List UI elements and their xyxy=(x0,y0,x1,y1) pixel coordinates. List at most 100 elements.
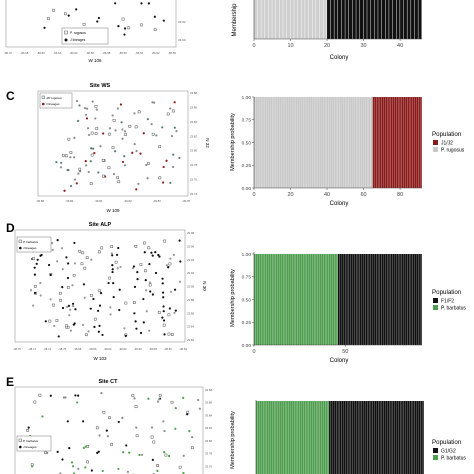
legend-swatch xyxy=(433,140,438,145)
membership-bar xyxy=(392,0,396,39)
membership-bar xyxy=(354,401,357,474)
colony-point xyxy=(134,405,138,409)
colony-point xyxy=(105,429,108,432)
colony-point xyxy=(61,286,64,289)
colony-point xyxy=(98,434,101,437)
colony-point xyxy=(182,396,185,399)
colony-point xyxy=(74,308,77,311)
colony-point xyxy=(161,277,164,280)
membership-bar xyxy=(420,401,422,474)
membership-bar xyxy=(329,401,331,474)
y-tick-label: 23.90 xyxy=(187,285,194,289)
membership-bar xyxy=(376,97,378,188)
colony-point xyxy=(86,460,89,464)
membership-bar xyxy=(422,401,424,474)
y-tick-label: 23.98 xyxy=(187,231,194,235)
membership-bar xyxy=(383,401,386,474)
colony-point xyxy=(123,155,126,158)
legend-label: J lineages xyxy=(23,246,37,250)
colony-point xyxy=(173,288,177,291)
colony-point xyxy=(162,165,165,169)
colony-point xyxy=(50,242,54,245)
colony-point xyxy=(109,313,112,316)
colony-point xyxy=(32,257,35,260)
colony-point xyxy=(166,112,170,116)
colony-point xyxy=(86,107,89,110)
colony-point xyxy=(111,254,114,257)
legend-box xyxy=(16,236,52,253)
colony-point xyxy=(135,434,139,438)
membership-bar xyxy=(420,97,422,188)
colony-point xyxy=(146,118,149,121)
legend-box xyxy=(61,27,109,45)
colony-point xyxy=(91,147,95,150)
membership-bar xyxy=(390,97,393,188)
membership-bar xyxy=(403,97,406,188)
colony-point xyxy=(83,106,87,110)
membership-bar xyxy=(356,0,360,39)
membership-bar xyxy=(383,97,386,188)
colony-point xyxy=(167,454,171,458)
colony-point xyxy=(94,117,97,120)
membership-bar xyxy=(370,97,373,188)
membership-bar xyxy=(285,401,287,474)
colony-point xyxy=(121,416,124,419)
membership-bar xyxy=(391,401,393,474)
membership-bar xyxy=(378,254,380,345)
membership-bar xyxy=(338,97,340,188)
x-tick-label: -39.84 xyxy=(94,199,102,203)
colony-point xyxy=(112,172,116,176)
membership-bar xyxy=(290,0,294,39)
map-d: Site ALP P. barbatus J lineages 23.9823.… xyxy=(13,222,207,361)
map-legend: P. barbatus J lineages xyxy=(16,236,52,253)
x-tick-label: -86.50 xyxy=(168,51,176,55)
colony-point xyxy=(179,260,182,263)
bar-x-ticks: 0 50 xyxy=(252,345,348,355)
colony-point xyxy=(123,33,126,36)
colony-point xyxy=(161,282,164,285)
colony-point xyxy=(48,319,52,323)
colony-point xyxy=(116,176,119,180)
x-tick-label: -38.70 xyxy=(58,347,66,351)
colony-point xyxy=(123,27,127,30)
membership-bar xyxy=(314,401,317,474)
colony-point xyxy=(123,327,126,330)
colony-point xyxy=(57,335,60,338)
membership-bar xyxy=(312,254,315,345)
membership-bar xyxy=(390,254,393,345)
membership-bar xyxy=(277,254,280,345)
membership-bar xyxy=(281,401,284,474)
colony-point xyxy=(102,174,105,178)
colony-point xyxy=(135,426,138,429)
membership-bar xyxy=(365,401,368,474)
colony-point xyxy=(169,181,172,184)
membership-bar xyxy=(352,0,356,39)
membership-bar xyxy=(405,401,408,474)
membership-bar xyxy=(401,97,404,188)
colony-point xyxy=(71,284,74,287)
membership-bar xyxy=(259,254,262,345)
membership-bar xyxy=(411,401,413,474)
membership-bar xyxy=(418,0,422,39)
membership-bar xyxy=(316,97,318,188)
colony-point xyxy=(136,271,139,274)
colony-point xyxy=(116,107,120,110)
colony-point xyxy=(140,23,143,27)
map-frame xyxy=(14,386,204,474)
membership-bar xyxy=(338,401,340,474)
y-tick-label: 23.94 xyxy=(187,258,194,262)
colony-point xyxy=(133,112,136,115)
membership-bar xyxy=(321,254,324,345)
membership-bar xyxy=(414,0,418,39)
y-tick-label: 33.76 xyxy=(205,464,212,468)
colony-point xyxy=(81,251,85,255)
colony-point xyxy=(83,296,86,299)
colony-point xyxy=(125,444,128,447)
bar-y-axis-label: Membership probability xyxy=(230,411,236,469)
x-tick-label: -86.64 xyxy=(53,51,61,55)
legend-square-icon xyxy=(18,239,22,243)
membership-bar xyxy=(274,254,276,345)
colony-point xyxy=(139,152,142,155)
colony-point xyxy=(82,22,86,26)
colony-point xyxy=(162,319,166,322)
